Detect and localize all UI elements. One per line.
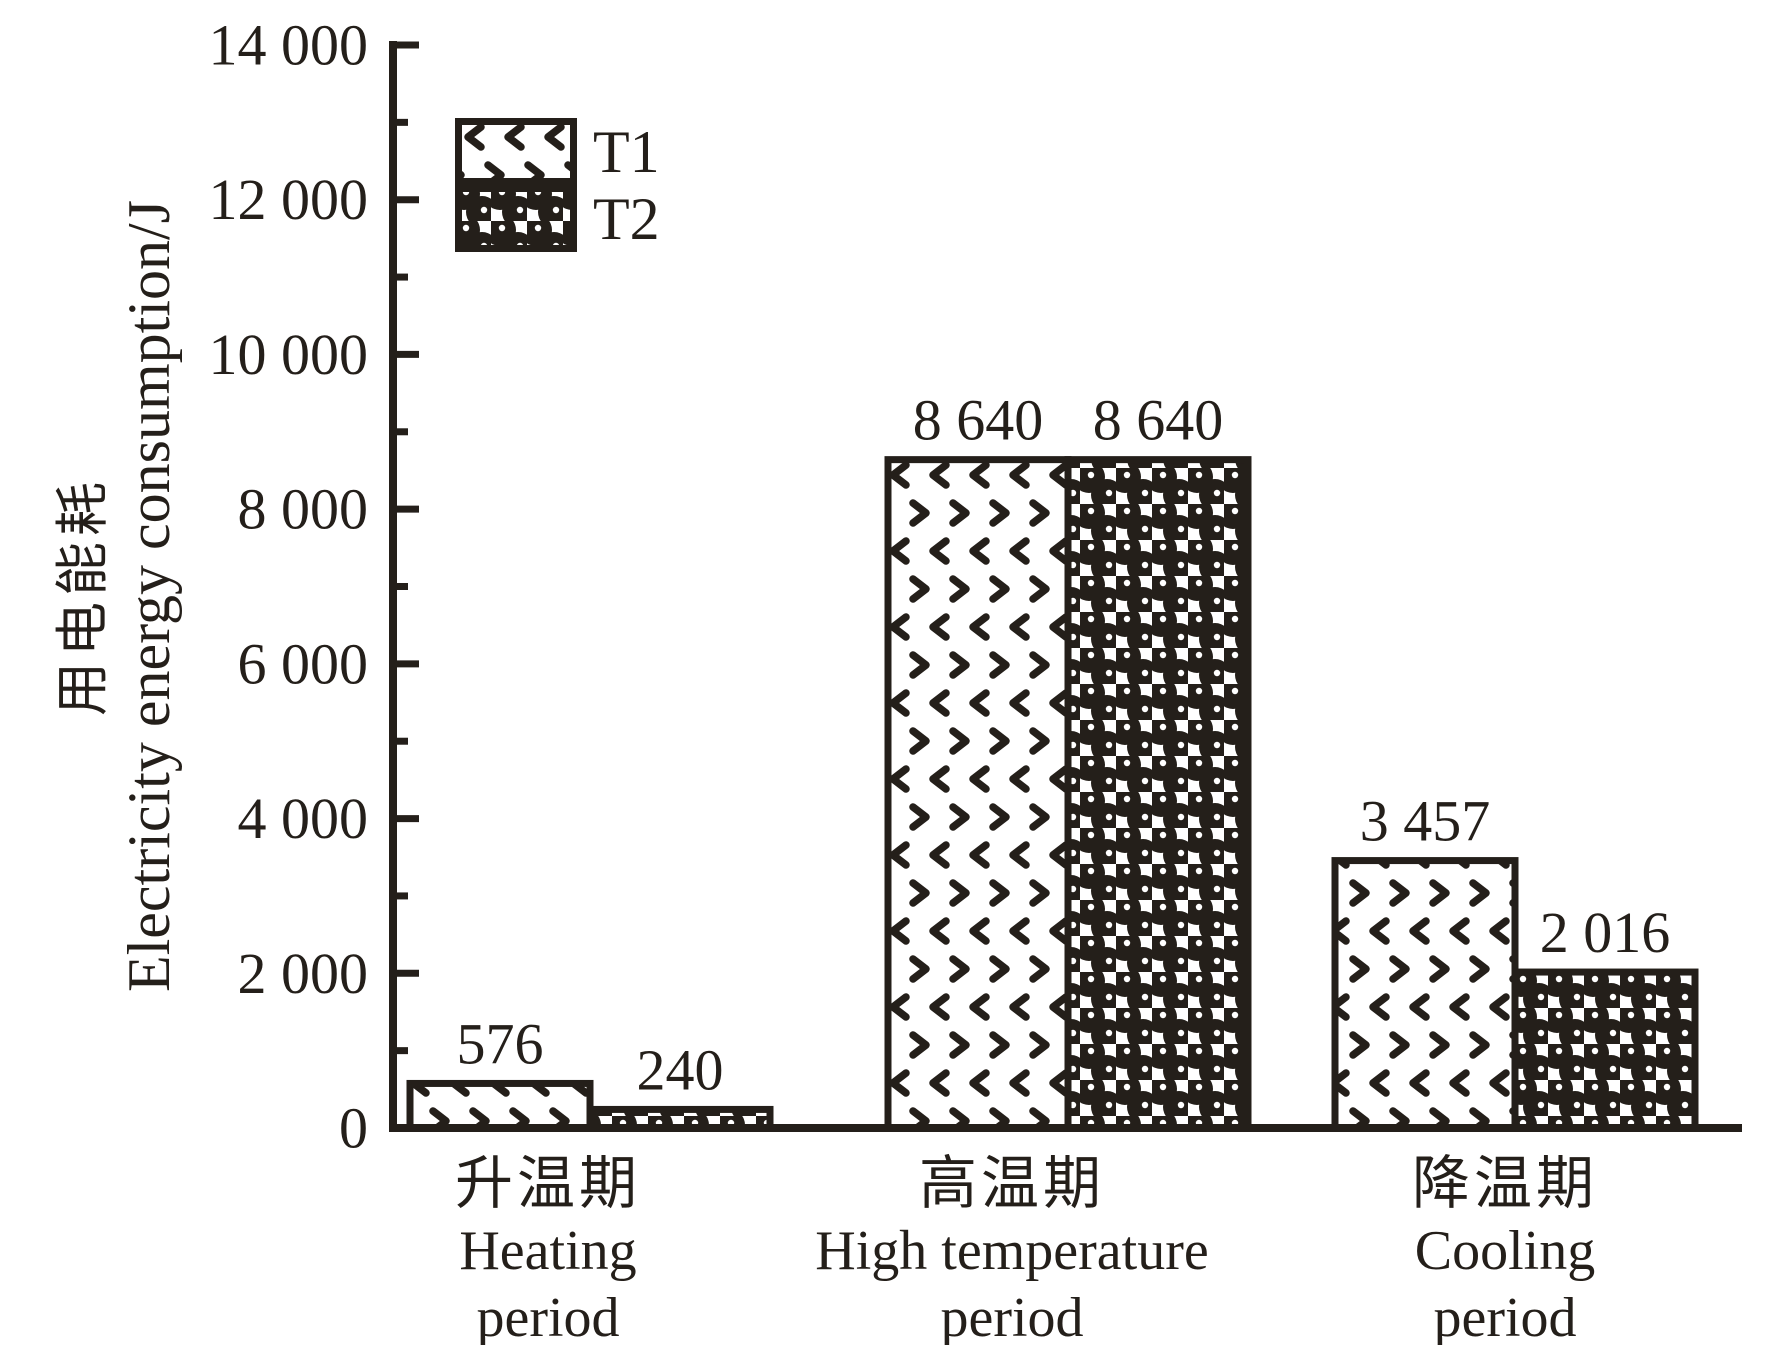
category-zh: 高温期 [918,1151,1105,1216]
category-en-line2: period [476,1286,620,1345]
legend-swatch-t1-icon [455,118,577,185]
value-label-t2-category-2: 2 016 [1540,900,1671,965]
y-tick-label: 0 [339,1096,368,1161]
y-tick-label: 8 000 [238,477,369,542]
y-tick-label: 14 000 [209,13,369,78]
category-en-line2: period [940,1286,1084,1345]
bar-t1-category-0 [406,1079,594,1132]
y-tick-label: 4 000 [238,786,369,851]
value-label-t1-category-1: 8 640 [913,388,1044,453]
category-en-line1: Heating [459,1220,637,1283]
legend-item-t2: T2 [455,185,660,252]
legend-label-t1: T1 [593,118,660,185]
legend-swatch-t2-icon [455,185,577,252]
category-zh: 降温期 [1411,1151,1599,1216]
legend-label-t2: T2 [593,185,660,252]
y-tick-label: 10 000 [209,322,369,387]
legend: T1 T2 [455,118,660,252]
category-label-cooling-period: 降温期 Cooling period [1412,1150,1598,1345]
y-tick-label: 2 000 [238,941,369,1006]
category-en-line2: period [1433,1286,1577,1345]
category-en-line1: Cooling [1414,1220,1596,1283]
value-label-t1-category-0: 576 [457,1011,544,1076]
category-en-line1: High temperature [815,1220,1209,1283]
category-label-high-temperature-period: 高温期 High temperature period [815,1150,1208,1345]
value-label-t2-category-1: 8 640 [1093,388,1224,453]
category-zh: 升温期 [454,1151,642,1216]
y-axis-title: 用电能耗 Electricity energy consumption/J [53,199,182,993]
value-label-t2-category-0: 240 [637,1037,724,1102]
value-label-t1-category-2: 3 457 [1360,789,1491,854]
bar-t1-category-2 [1331,857,1519,1132]
y-axis-title-zh: 用电能耗 [53,476,114,717]
y-axis-title-en: Electricity energy consumption/J [115,199,182,993]
category-label-heating-period: 升温期 Heating period [455,1150,641,1345]
bar-t2-category-1 [1064,456,1252,1132]
y-tick-label: 12 000 [209,167,369,232]
legend-item-t1: T1 [455,118,660,185]
bar-t2-category-2 [1511,968,1699,1132]
y-tick-label: 6 000 [238,631,369,696]
bar-t1-category-1 [884,456,1072,1132]
